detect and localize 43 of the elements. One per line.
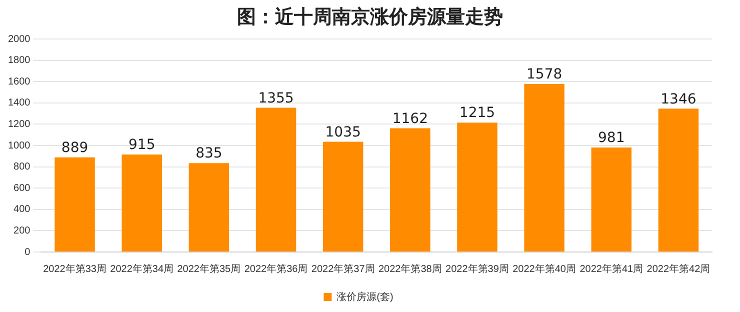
bar bbox=[658, 108, 699, 252]
data-label: 1578 bbox=[526, 66, 562, 83]
y-tick-label: 1400 bbox=[8, 98, 31, 109]
x-tick-label: 2022年第41周 bbox=[580, 262, 644, 275]
data-label: 889 bbox=[61, 140, 88, 156]
y-tick-label: 800 bbox=[14, 162, 31, 173]
x-tick-label: 2022年第40周 bbox=[512, 262, 576, 275]
bar bbox=[524, 84, 564, 252]
bar bbox=[591, 148, 632, 252]
data-label: 981 bbox=[598, 130, 625, 146]
legend-label: 涨价房源(套) bbox=[336, 290, 394, 303]
data-label: 835 bbox=[196, 146, 222, 162]
x-tick-label: 2022年第37周 bbox=[311, 262, 375, 275]
x-tick-label: 2022年第33周 bbox=[43, 262, 106, 275]
data-label: 915 bbox=[128, 137, 156, 154]
y-tick-label: 600 bbox=[14, 182, 31, 194]
y-tick-label: 2000 bbox=[8, 34, 31, 45]
chart-title: 图：近十周南京涨价房源量走势 bbox=[236, 5, 504, 30]
y-tick-label: 1000 bbox=[8, 140, 31, 152]
bar bbox=[54, 157, 95, 252]
x-tick-label: 2022年第39周 bbox=[446, 262, 509, 275]
x-tick-label: 2022年第38周 bbox=[378, 262, 442, 275]
y-tick-label: 1800 bbox=[8, 55, 31, 66]
y-tick-label: 400 bbox=[14, 204, 31, 216]
bar bbox=[256, 108, 296, 252]
data-label: 1035 bbox=[325, 124, 361, 140]
x-tick-label: 2022年第36周 bbox=[244, 262, 308, 275]
bar bbox=[457, 122, 498, 252]
bar bbox=[122, 154, 162, 252]
bar bbox=[322, 142, 364, 252]
y-tick-label: 200 bbox=[14, 225, 31, 236]
y-tick-label: 1600 bbox=[8, 76, 31, 88]
x-tick-label: 2022年第34周 bbox=[110, 262, 174, 275]
y-tick-label: 0 bbox=[24, 246, 31, 258]
data-label: 1162 bbox=[392, 110, 428, 127]
data-label: 1215 bbox=[459, 105, 496, 122]
x-tick-label: 2022年第42周 bbox=[646, 262, 710, 275]
y-tick-label: 1200 bbox=[8, 118, 31, 130]
bar bbox=[390, 128, 430, 252]
bar bbox=[188, 163, 230, 252]
data-label: 1355 bbox=[258, 90, 294, 106]
x-tick-label: 2022年第35周 bbox=[177, 262, 241, 275]
data-label: 1346 bbox=[660, 91, 696, 108]
